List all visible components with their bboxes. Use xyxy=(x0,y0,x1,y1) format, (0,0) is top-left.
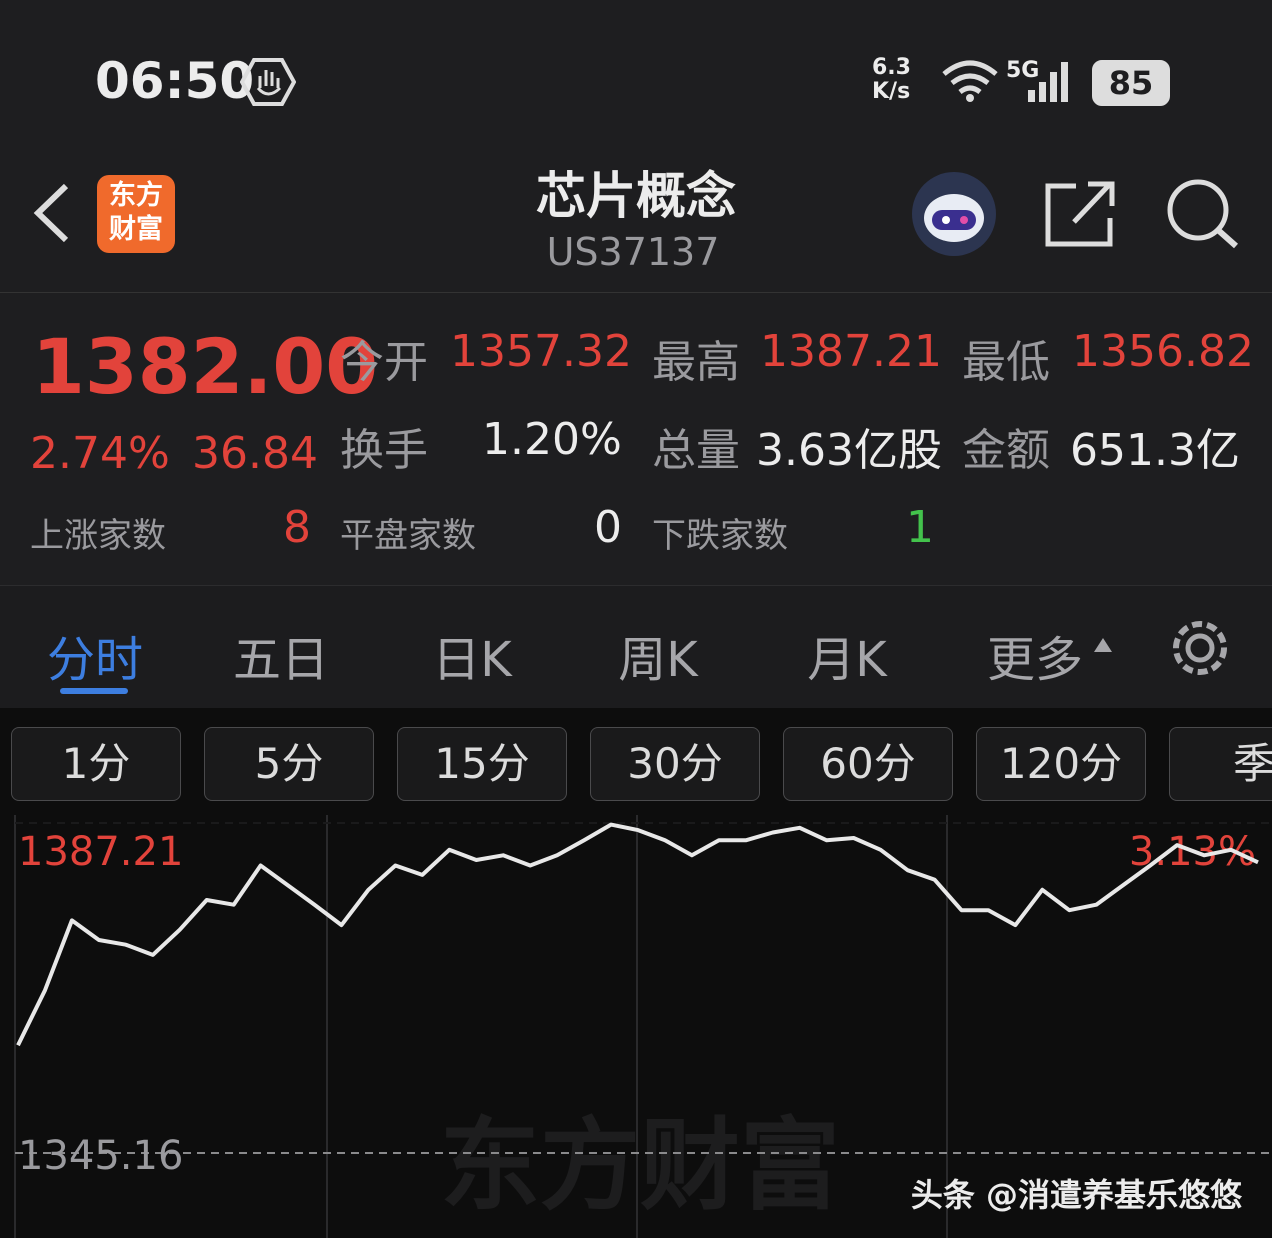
tab[interactable]: 日K xyxy=(432,632,512,688)
back-button[interactable] xyxy=(28,180,76,246)
tab[interactable]: 分时 xyxy=(46,632,144,688)
watermark: 东方财富 xyxy=(440,1107,840,1224)
stat-label: 今开 xyxy=(340,337,428,388)
assistant-button[interactable] xyxy=(908,168,1000,260)
speed-value: 6.3 xyxy=(872,55,911,80)
index-code: US37137 xyxy=(546,230,720,274)
logo-text: 财富 xyxy=(109,214,163,245)
settings-button[interactable] xyxy=(1168,616,1232,680)
stat-label: 最高 xyxy=(652,337,740,388)
stat-value: 1.20% xyxy=(482,414,622,465)
footer-credit: 头条 @消遣养基乐悠悠 xyxy=(910,1176,1242,1214)
stat-value: 1387.21 xyxy=(760,326,942,377)
period-button[interactable]: 120分 xyxy=(976,727,1146,801)
stat-label: 换手 xyxy=(340,425,428,476)
net-speed: 6.3 K/s xyxy=(872,56,911,104)
period-button[interactable]: 季 xyxy=(1169,727,1272,801)
tab[interactable]: 周K xyxy=(618,632,698,688)
period-button[interactable]: 60分 xyxy=(783,727,953,801)
count-label: 上涨家数 xyxy=(30,516,166,556)
tab-bar xyxy=(0,585,1272,708)
y-tick-label: 1345.16 xyxy=(18,1133,183,1179)
change: 36.84 xyxy=(192,428,318,479)
battery: 85 xyxy=(1092,60,1170,106)
period-button[interactable]: 15分 xyxy=(397,727,567,801)
signal-icon xyxy=(1028,62,1068,102)
count-label: 平盘家数 xyxy=(340,516,476,556)
tab-underline xyxy=(60,688,128,694)
stat-value: 3.63亿股 xyxy=(756,425,942,476)
count-value: 0 xyxy=(594,502,622,553)
page-title: 芯片概念 xyxy=(536,167,736,225)
period-button[interactable]: 5分 xyxy=(204,727,374,801)
last-price: 1382.00 xyxy=(32,322,379,411)
stat-label: 总量 xyxy=(652,425,740,476)
tab[interactable]: 月K xyxy=(807,632,887,688)
count-value: 1 xyxy=(906,502,934,553)
divider xyxy=(0,292,1272,293)
logo-text: 东方 xyxy=(109,180,163,211)
search-button[interactable] xyxy=(1164,176,1244,250)
count-value: 8 xyxy=(283,502,311,553)
tab[interactable]: 更多 xyxy=(986,632,1084,688)
price-line xyxy=(16,822,1259,1047)
speed-unit: K/s xyxy=(872,79,911,104)
tab[interactable]: 五日 xyxy=(232,632,330,688)
status-icon xyxy=(240,58,296,106)
share-button[interactable] xyxy=(1040,176,1120,250)
stat-value: 651.3亿 xyxy=(1070,425,1240,476)
stat-value: 1357.32 xyxy=(450,326,632,377)
period-button[interactable]: 30分 xyxy=(590,727,760,801)
stat-label: 金额 xyxy=(962,425,1050,476)
tab-arrow xyxy=(1094,638,1112,652)
wifi-icon xyxy=(942,60,998,102)
time: 06:50 xyxy=(95,52,255,110)
app-logo[interactable]: 东方 财富 xyxy=(97,175,175,253)
stat-value: 1356.82 xyxy=(1072,326,1254,377)
count-label: 下跌家数 xyxy=(652,516,788,556)
y-tick-label: 1387.21 xyxy=(18,829,183,875)
network: 5G xyxy=(1006,58,1040,83)
change-pct: 2.74% xyxy=(30,428,170,479)
period-button[interactable]: 1分 xyxy=(11,727,181,801)
stat-label: 最低 xyxy=(962,337,1050,388)
